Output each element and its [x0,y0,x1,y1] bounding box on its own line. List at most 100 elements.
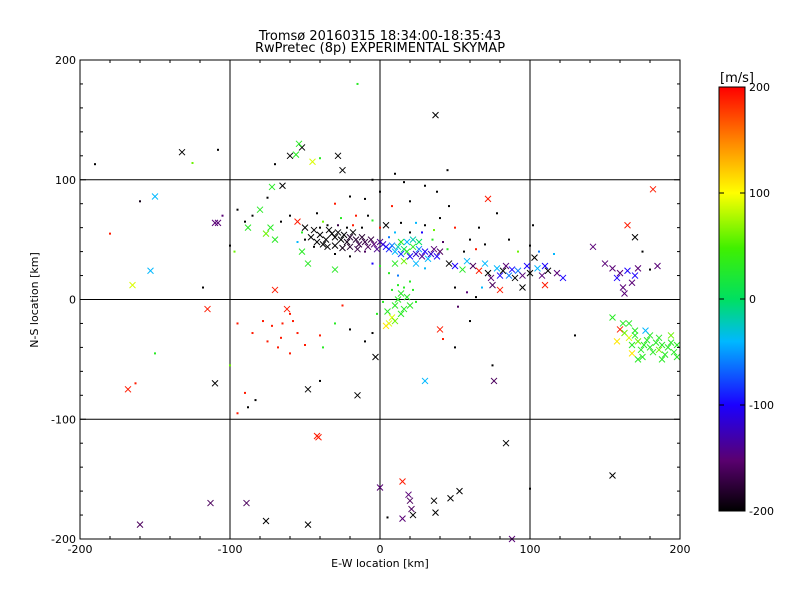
data-point-dot [400,221,402,224]
data-point-x [490,377,498,385]
data-point-dot [322,220,324,223]
data-point-x [634,338,642,345]
data-point-x [654,262,661,270]
data-point-x [459,266,466,273]
data-point-x [315,433,322,441]
data-point-x [412,250,420,258]
x-axis-label: E-W location [km] [331,557,429,570]
data-point-dot [280,220,282,223]
grid-lines [80,60,680,539]
data-point-x [634,265,642,272]
data-point-x [262,517,270,525]
data-point-x [601,260,609,267]
data-point-x [664,344,672,351]
data-point-dot [371,178,374,181]
data-point-dot [334,202,336,205]
data-point-x [268,183,276,191]
data-point-dot [341,304,344,307]
data-point-dot [274,163,276,166]
data-point-dot [394,231,396,234]
data-point-x [628,341,636,349]
data-point-x [324,243,331,251]
data-point-x [652,339,660,346]
data-point-x [526,269,534,277]
data-point-dot [355,214,357,217]
data-point-dot [394,172,396,175]
data-point-x [292,151,300,158]
y-axis-label: N-S location [km] [28,252,41,348]
data-point-x [613,274,621,282]
data-point-dot [454,346,456,349]
data-point-dot [367,214,369,217]
data-point-x [538,272,546,279]
data-point-dot [304,344,306,347]
data-point-dot [469,238,471,241]
data-point-dot [326,224,329,227]
data-point-x [541,262,549,270]
data-point-x [352,236,360,243]
data-point-x [147,267,154,275]
data-point-x [559,274,567,282]
data-point-x [214,219,222,227]
data-point-x [322,236,330,243]
data-point-dot [424,267,426,270]
data-point-dot [139,200,141,203]
data-point-x [331,233,339,241]
data-point-dot [409,231,411,234]
data-point-x [523,262,531,270]
colorbar-tick-label: -200 [749,505,774,518]
data-point-x [334,229,342,236]
data-point-x [367,236,375,243]
data-point-x [346,243,354,251]
x-tick-label: 200 [670,543,691,556]
data-point-dot [517,250,519,253]
data-point-x [609,472,616,479]
data-point-x [628,279,636,287]
data-point-x [124,385,132,393]
data-point-dot [296,241,299,244]
colorbar-unit-label: [m/s] [720,71,754,86]
data-point-dot [364,197,366,200]
data-point-x [553,269,561,277]
data-point-dot [334,252,336,255]
data-point-x [673,353,681,361]
data-point-x [309,158,316,166]
data-point-dot [236,412,239,415]
y-tick-label: 0 [69,294,76,307]
data-point-x [589,243,597,251]
data-point-x [493,265,501,272]
data-point-dot [391,205,393,208]
data-point-dot [340,217,342,220]
data-point-dot [478,226,480,229]
data-point-x [382,322,390,330]
data-point-x [475,267,483,275]
data-point-x [639,353,646,361]
data-point-x [403,248,411,255]
data-point-dot [364,340,366,343]
data-point-x [519,284,526,291]
data-point-x [637,346,645,354]
data-point-x [613,338,621,345]
data-point-x [661,351,669,358]
data-point-x [399,478,406,485]
x-tick-label: 100 [520,543,541,556]
data-point-x [406,497,414,505]
data-point-x [304,385,312,393]
data-point-x [409,236,417,243]
data-point-x [295,140,303,148]
data-point-x [415,238,423,246]
data-point-dot [134,382,137,385]
data-points [94,82,681,543]
data-point-x [484,269,492,277]
data-point-x [403,238,411,246]
data-point-x [207,499,214,507]
data-point-dot [292,320,294,323]
data-point-x [534,265,541,272]
y-tick-label: 200 [55,54,76,67]
data-point-dot [281,322,284,325]
data-point-x [211,219,219,227]
data-point-dot [415,300,417,303]
data-point-dot [481,286,483,289]
data-point-dot [349,328,351,331]
